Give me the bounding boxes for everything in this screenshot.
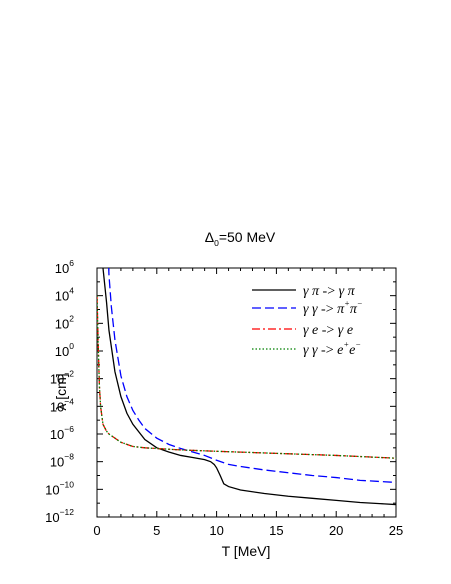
y-tick-label: 10−10: [45, 479, 74, 497]
x-tick-label: 20: [329, 523, 343, 538]
chart-title: Δ0=50 MeV: [205, 229, 276, 248]
legend: γ π -> γ πγ γ -> π+π− γ e -> γ eγ γ -> e+…: [252, 284, 363, 358]
y-tick-label: 10−2: [50, 369, 74, 387]
x-tick-label: 25: [389, 523, 403, 538]
y-axis-label: λ [cm]: [53, 373, 69, 410]
series-group: [97, 268, 396, 506]
y-tick-labels: 106 104 102 100 10−2 10−4 10−6 10−8 10−10 10−12: [45, 258, 74, 525]
x-tick-labels: 0 5 10 15 20 25: [93, 523, 403, 538]
x-tick-label: 15: [269, 523, 283, 538]
series-line-1: [102, 268, 396, 506]
series-line-3: [97, 295, 396, 459]
legend-label: γ e -> γ e: [303, 323, 353, 338]
x-axis-label: T [MeV]: [222, 543, 271, 559]
y-tick-label: 100: [55, 341, 74, 359]
y-tick-label: 106: [55, 258, 74, 276]
series-line-4: [97, 295, 396, 459]
x-tick-label: 10: [209, 523, 223, 538]
y-tick-label: 10−8: [50, 452, 74, 470]
y-tick-label: 104: [55, 286, 74, 304]
y-tick-label: 102: [55, 313, 74, 331]
x-tick-label: 5: [153, 523, 160, 538]
y-tick-label: 10−12: [45, 507, 74, 525]
series-line-2: [108, 268, 396, 484]
legend-label: γ γ -> e+e−: [303, 339, 361, 358]
legend-label: γ π -> γ π: [303, 284, 356, 299]
axis-ticks: [96, 267, 397, 518]
legend-label: γ γ -> π+π−: [303, 298, 363, 317]
y-tick-label: 10−6: [50, 424, 74, 442]
x-tick-label: 0: [93, 523, 100, 538]
y-tick-label: 10−4: [50, 396, 74, 414]
